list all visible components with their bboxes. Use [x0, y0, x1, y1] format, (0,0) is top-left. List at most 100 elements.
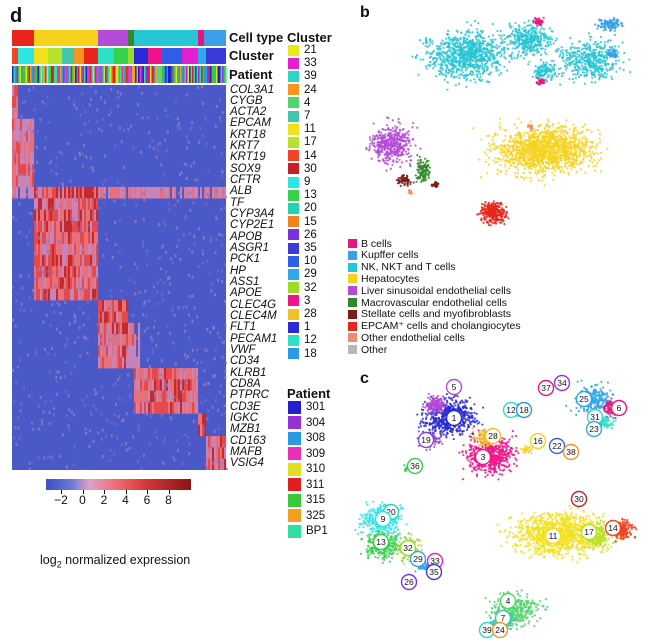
cluster-label-32: 32	[399, 539, 417, 557]
patient-legend-label: 325	[306, 509, 326, 522]
gene-label-alb: ALB	[230, 185, 252, 198]
cluster-legend-label: 4	[304, 96, 311, 109]
patient-swatch	[288, 478, 301, 491]
cell-type-legend-item: Other endothelial cells	[348, 332, 465, 344]
gene-label-sox9: SOX9	[230, 162, 261, 175]
cluster-swatch	[288, 57, 299, 69]
cell-type-legend-item: EPCAM⁺ cells and cholangiocytes	[348, 320, 521, 332]
cluster-legend-label: 32	[304, 281, 317, 294]
cluster-label-29: 29	[409, 550, 427, 568]
heatmap	[12, 85, 228, 470]
cluster-swatch	[288, 70, 299, 82]
gene-label-hp: HP	[230, 264, 246, 277]
cell-type-label: Macrovascular endothelial cells	[361, 296, 507, 309]
colorbar-tick-label: 2	[100, 493, 108, 507]
cluster-legend-item-24: 24	[288, 84, 317, 96]
gene-label-igkc: IGKC	[230, 411, 259, 424]
gene-label-apob: APOB	[230, 230, 262, 243]
cluster-legend-item-3: 3	[288, 295, 310, 307]
cluster-legend-label: 39	[304, 70, 317, 83]
cell-type-swatch	[348, 333, 357, 343]
patient-swatch	[288, 431, 301, 445]
gene-label-epcam: EPCAM	[230, 117, 271, 130]
cluster-swatch	[288, 321, 299, 333]
cloud-nk-t-3	[550, 32, 632, 86]
cluster-legend-label: 26	[304, 228, 317, 241]
cluster-legend-item-14: 14	[288, 150, 317, 162]
colorbar-label-suffix: normalized expression	[61, 553, 191, 567]
gene-label-acta2: ACTA2	[230, 106, 267, 119]
gene-label-cd3e: CD3E	[230, 400, 261, 413]
cluster-swatch	[288, 110, 299, 122]
tsne-cell-type	[365, 16, 632, 227]
colorbar-tick-mark	[147, 490, 148, 494]
cluster-label-26: 26	[400, 573, 418, 591]
panel-b-letter: b	[360, 4, 370, 21]
cell-type-label: Kupffer cells	[361, 249, 419, 262]
patient-swatch	[288, 493, 301, 507]
gene-label-cygb: CYGB	[230, 94, 263, 107]
colorbar-tick-mark	[104, 490, 105, 494]
cloud-other-endo	[407, 188, 414, 195]
cluster-swatch	[288, 202, 299, 214]
patient-legend-label: BP1	[306, 525, 328, 537]
cluster-legend-label: 15	[304, 215, 317, 228]
cluster-cloud-16	[519, 445, 534, 455]
cell-type-swatch	[348, 345, 357, 355]
cluster-legend-item-35: 35	[288, 242, 317, 254]
cluster-label-11: 11	[544, 527, 562, 545]
gene-label-vwf: VWF	[230, 343, 256, 356]
patient-swatch	[288, 400, 301, 414]
patient-legend-item-BP1: BP1	[288, 524, 328, 538]
cell-type-row-label: Cell type	[229, 30, 284, 45]
gene-label-mafb: MAFB	[230, 445, 262, 458]
gene-label-apoe: APOE	[230, 287, 262, 300]
patient-legend-item-309: 309	[288, 447, 325, 460]
cluster-legend-label: 13	[304, 189, 317, 202]
gene-label-krt19: KRT19	[230, 151, 266, 164]
cluster-label-18: 18	[515, 401, 533, 419]
colorbar-tick-label: 6	[143, 493, 151, 507]
cloud-kupffer	[594, 16, 624, 32]
gene-label-cftr: CFTR	[230, 174, 261, 187]
cell-type-legend-item: Macrovascular endothelial cells	[348, 296, 507, 309]
gene-label-cd163: CD163	[230, 434, 266, 447]
cluster-swatch	[288, 282, 299, 294]
cluster-legend-item-39: 39	[288, 70, 317, 82]
cell-type-legend-item: Other	[348, 344, 387, 356]
cluster-legend-label: 17	[304, 136, 317, 149]
cluster-swatch	[288, 189, 299, 201]
gene-label-cyp2e1: CYP2E1	[230, 219, 275, 232]
gene-label-vsig4: VSIG4	[230, 457, 264, 470]
cloud-lsec	[365, 116, 422, 172]
cluster-legend-item-11: 11	[288, 123, 316, 135]
cluster-legend-item-26: 26	[288, 229, 317, 241]
cell-type-swatch	[348, 250, 357, 260]
gene-label-col3a1: COL3A1	[230, 83, 275, 96]
colorbar-label-log: log	[40, 553, 57, 567]
cluster-swatch	[288, 242, 299, 254]
cloud-nk-t-4	[527, 61, 565, 83]
colorbar	[46, 479, 191, 490]
cloud-hepatocytes	[472, 117, 609, 187]
gene-label-klrb1: KLRB1	[230, 366, 267, 379]
cluster-label-3: 3	[474, 448, 492, 466]
patient-legend-item-315: 315	[288, 493, 325, 507]
cell-type-swatch	[348, 309, 357, 319]
gene-label-krt18: KRT18	[230, 128, 266, 141]
cluster-legend-label: 7	[304, 110, 311, 122]
patient-legend-item-310: 310	[288, 462, 325, 476]
cluster-legend-label: 11	[304, 123, 316, 136]
cell-type-label: B cells	[361, 237, 392, 250]
cluster-legend-item-18: 18	[288, 348, 317, 360]
cluster-label-5: 5	[445, 378, 463, 396]
cluster-label-13: 13	[372, 533, 390, 551]
cluster-swatch	[288, 308, 299, 320]
cell-type-bar	[12, 30, 226, 46]
patient-swatch	[288, 462, 301, 476]
gene-label-mzb1: MZB1	[230, 423, 261, 436]
gene-label-flt1: FLT1	[230, 321, 256, 334]
heatmap-figure	[12, 30, 228, 470]
cluster-legend-label: 10	[304, 255, 317, 268]
cluster-legend-label: 12	[304, 334, 317, 347]
